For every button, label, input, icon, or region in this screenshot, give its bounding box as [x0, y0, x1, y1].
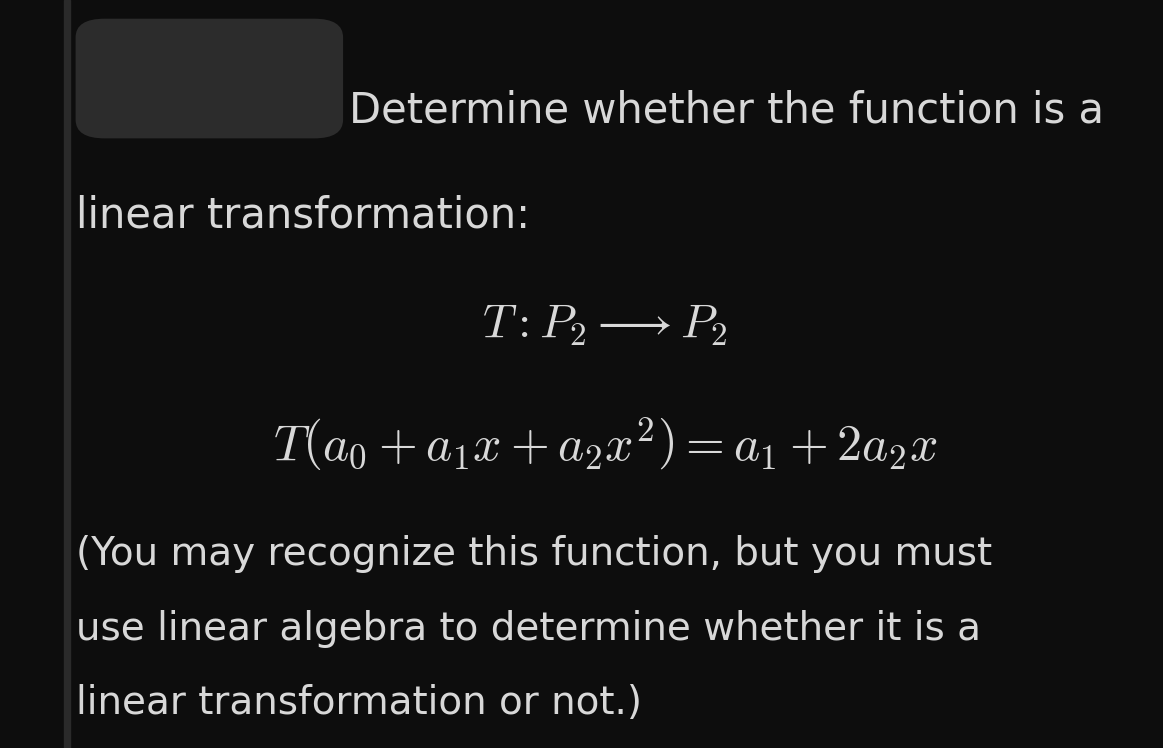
Text: $T : P_2 \longrightarrow P_2$: $T : P_2 \longrightarrow P_2$ — [483, 303, 727, 349]
Text: (You may recognize this function, but you must: (You may recognize this function, but yo… — [76, 535, 992, 573]
FancyBboxPatch shape — [76, 19, 343, 138]
Text: use linear algebra to determine whether it is a: use linear algebra to determine whether … — [76, 610, 980, 648]
Text: linear transformation:: linear transformation: — [76, 194, 529, 236]
Text: linear transformation or not.): linear transformation or not.) — [76, 684, 642, 723]
Text: Determine whether the function is a: Determine whether the function is a — [349, 90, 1104, 132]
Bar — [64, 0, 70, 748]
Text: $T \left(a_0 + a_1 x + a_2 x^2\right) = a_1 + 2a_2 x$: $T \left(a_0 + a_1 x + a_2 x^2\right) = … — [272, 415, 937, 473]
